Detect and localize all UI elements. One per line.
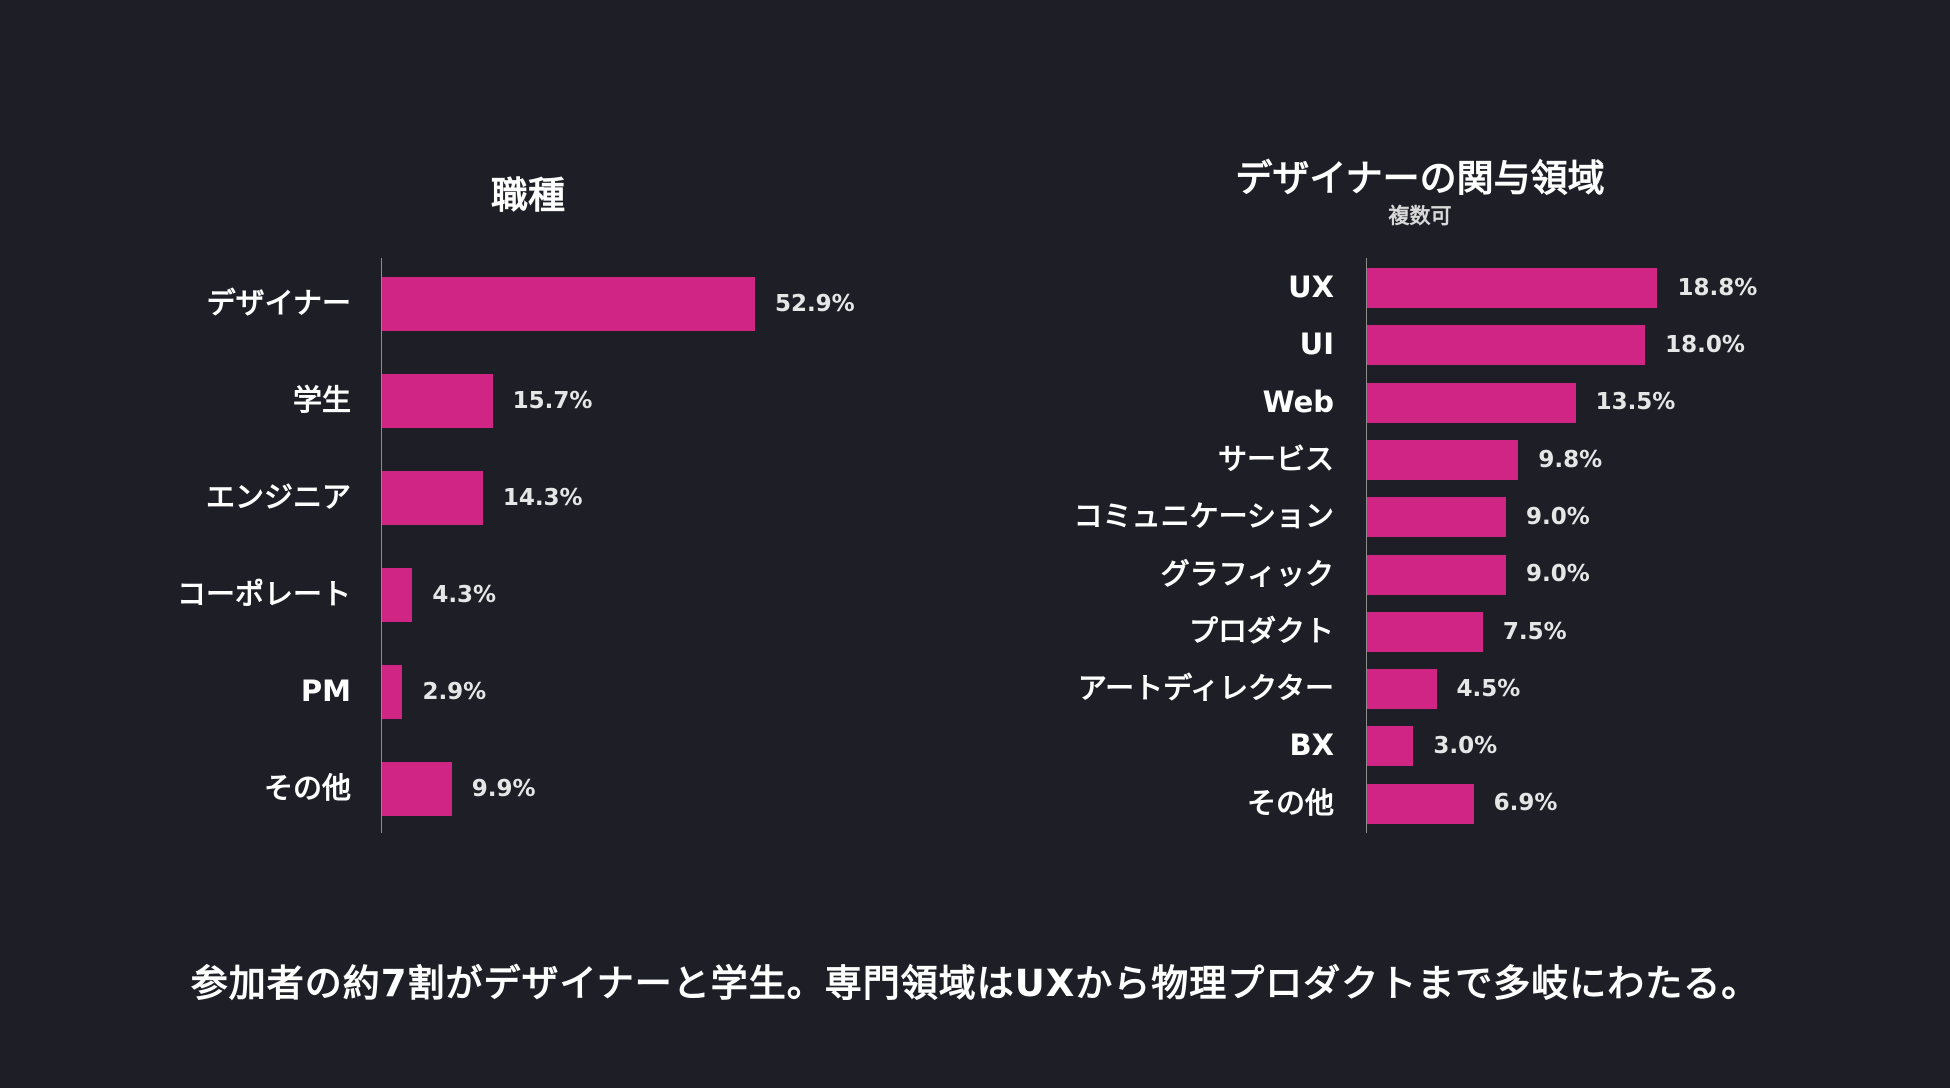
value-label: 9.8% bbox=[1538, 446, 1603, 473]
bar bbox=[382, 568, 413, 622]
category-label: コミュニケーション bbox=[1073, 499, 1334, 534]
value-label: 15.7% bbox=[512, 387, 593, 414]
category-label: エンジニア bbox=[205, 480, 351, 515]
bar bbox=[1367, 611, 1483, 652]
value-label: 13.5% bbox=[1595, 389, 1676, 416]
bar bbox=[1367, 783, 1474, 824]
value-label: 3.0% bbox=[1433, 733, 1498, 760]
bar bbox=[1367, 382, 1576, 423]
summary-caption: 参加者の約7割がデザイナーと学生。専門領域はUXから物理プロダクトまで多岐にわた… bbox=[190, 962, 1760, 1005]
value-label: 14.3% bbox=[502, 484, 583, 511]
bar bbox=[382, 374, 493, 428]
category-label: UI bbox=[1299, 327, 1334, 362]
category-label: コーポレート bbox=[176, 577, 351, 612]
category-label: PM bbox=[300, 674, 351, 709]
category-label: 学生 bbox=[292, 383, 351, 418]
chart-subtitle: 複数可 bbox=[1388, 204, 1452, 228]
value-label: 18.0% bbox=[1665, 332, 1745, 359]
chart-title: 職種 bbox=[491, 174, 565, 217]
category-label: BX bbox=[1289, 728, 1334, 763]
chart-title: デザイナーの関与領域 bbox=[1235, 157, 1605, 200]
category-label: アートディレクター bbox=[1077, 671, 1334, 706]
category-label: サービス bbox=[1217, 441, 1334, 476]
bar bbox=[382, 471, 483, 525]
category-label: その他 bbox=[263, 771, 351, 806]
value-label: 2.9% bbox=[422, 678, 487, 705]
bar bbox=[382, 665, 403, 719]
bar bbox=[382, 762, 452, 816]
category-label: その他 bbox=[1246, 785, 1334, 820]
bar bbox=[382, 277, 755, 331]
value-label: 6.9% bbox=[1493, 790, 1558, 817]
bar bbox=[1367, 554, 1507, 595]
y-axis-line bbox=[1366, 258, 1367, 833]
value-label: 7.5% bbox=[1502, 618, 1567, 645]
value-label: 18.8% bbox=[1677, 274, 1758, 301]
value-label: 4.3% bbox=[432, 581, 497, 608]
value-label: 9.0% bbox=[1526, 561, 1590, 588]
category-label: Web bbox=[1262, 384, 1334, 419]
category-label: デザイナー bbox=[206, 286, 351, 321]
bar bbox=[1367, 669, 1437, 710]
category-label: プロダクト bbox=[1188, 613, 1334, 648]
value-label: 9.9% bbox=[471, 775, 536, 802]
y-axis-line bbox=[381, 258, 382, 833]
value-label: 4.5% bbox=[1456, 675, 1521, 702]
bar bbox=[1367, 726, 1414, 767]
bar bbox=[1367, 497, 1507, 538]
value-label: 9.0% bbox=[1526, 503, 1590, 530]
value-label: 52.9% bbox=[774, 290, 855, 317]
bar bbox=[1367, 439, 1519, 480]
category-label: UX bbox=[1288, 270, 1334, 305]
category-label: グラフィック bbox=[1160, 556, 1334, 591]
bar bbox=[1367, 268, 1658, 308]
bar bbox=[1367, 325, 1646, 366]
